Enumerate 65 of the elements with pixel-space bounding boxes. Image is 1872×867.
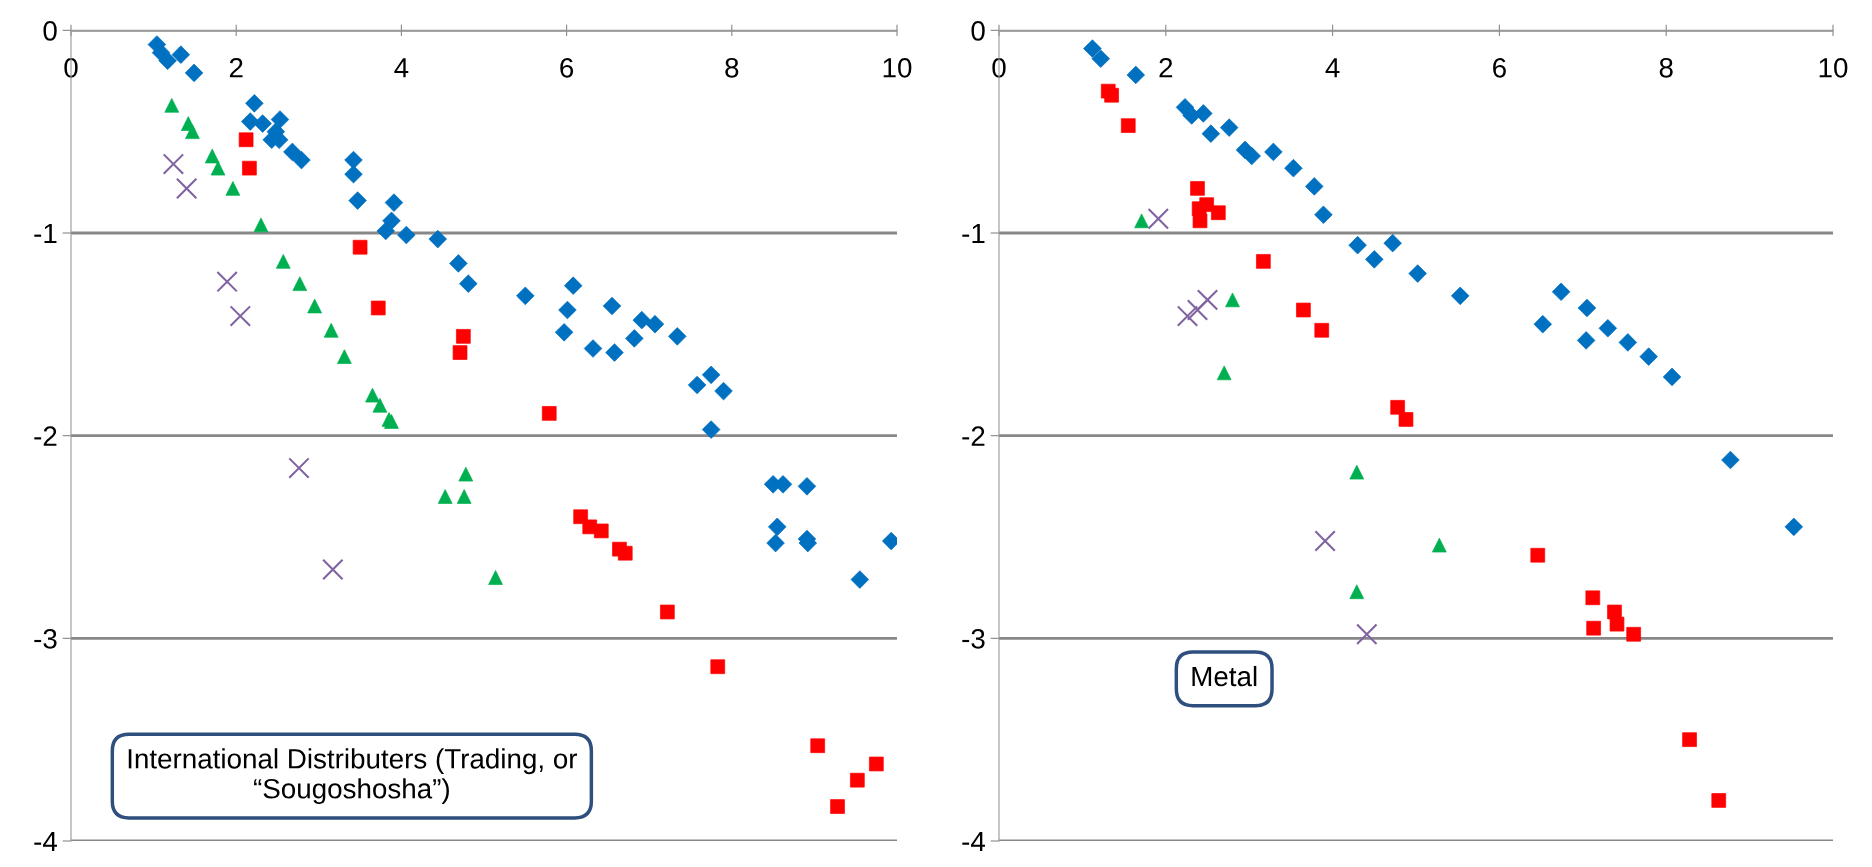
x-tick-label: 4 — [1325, 58, 1340, 78]
point — [229, 305, 252, 327]
y-tick-label: -3 — [962, 629, 985, 649]
point — [714, 381, 733, 401]
x-tick-label: 4 — [394, 58, 409, 78]
point — [1721, 450, 1740, 470]
point — [397, 225, 416, 245]
point — [175, 177, 198, 200]
point — [1356, 623, 1378, 646]
y-tick-label: 0 — [971, 21, 985, 41]
point — [428, 229, 447, 249]
point — [1147, 208, 1170, 230]
point — [1284, 158, 1303, 178]
annotation: International Distributers (Trading, or “Sougoshosha”) — [128, 748, 578, 805]
point — [1120, 118, 1136, 133]
annotation: Metal — [1192, 665, 1257, 687]
point — [869, 756, 884, 772]
point — [1586, 620, 1601, 636]
point — [1186, 299, 1209, 321]
y-tick-label: 0 — [43, 21, 57, 41]
point — [1314, 530, 1336, 552]
x-tick-label: 8 — [1659, 57, 1673, 78]
point — [1530, 547, 1546, 563]
y-tick-label: -4 — [34, 831, 57, 852]
point — [162, 153, 185, 175]
point — [558, 300, 577, 320]
y-tick-label: -2 — [34, 426, 57, 446]
y-tick-label: -3 — [34, 629, 57, 649]
point — [238, 132, 254, 148]
y-tick-label: -1 — [962, 223, 985, 244]
x-tick-label: 0 — [64, 57, 78, 78]
y-tick-label: -1 — [34, 223, 57, 244]
point — [1618, 333, 1638, 352]
y-tick-label: -4 — [962, 831, 985, 852]
point — [1264, 142, 1283, 162]
point — [216, 270, 238, 293]
x-tick-label: 10 — [883, 57, 912, 78]
point — [594, 523, 609, 539]
x-tick-label: 6 — [1493, 57, 1506, 78]
point — [1296, 302, 1311, 318]
point — [850, 772, 865, 788]
point — [1585, 590, 1601, 606]
point — [171, 45, 191, 64]
point — [1196, 289, 1219, 311]
point — [322, 558, 344, 581]
point — [1242, 146, 1261, 166]
point — [288, 457, 310, 479]
x-tick-label: 10 — [1819, 57, 1848, 78]
point — [452, 345, 468, 360]
point — [376, 221, 395, 241]
x-tick-label: 2 — [229, 57, 243, 78]
point — [797, 477, 817, 496]
point — [554, 323, 574, 342]
y-tick-label: -2 — [962, 426, 985, 446]
point — [617, 545, 633, 561]
point — [384, 193, 404, 212]
point — [1348, 235, 1367, 255]
x-tick-label: 2 — [1159, 57, 1173, 78]
point — [850, 570, 870, 589]
point — [352, 239, 368, 255]
point — [456, 329, 471, 344]
x-tick-label: 0 — [992, 57, 1006, 78]
x-tick-label: 8 — [725, 57, 739, 78]
point — [1176, 305, 1199, 327]
x-tick-label: 6 — [560, 57, 574, 78]
